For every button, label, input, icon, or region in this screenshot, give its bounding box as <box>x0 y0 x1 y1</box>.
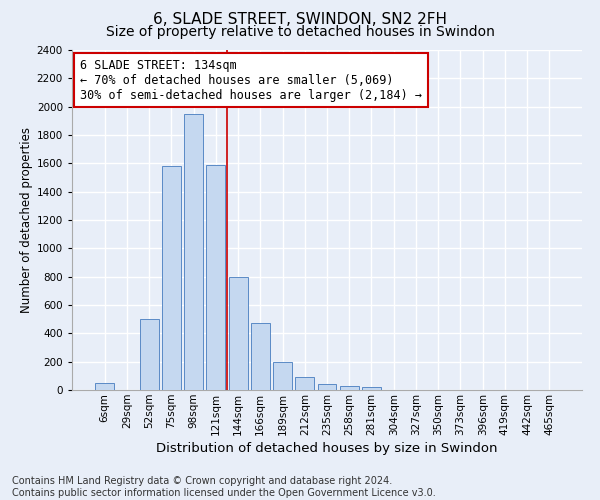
Bar <box>340 386 359 390</box>
Bar <box>229 276 248 390</box>
Bar <box>162 166 181 390</box>
Bar <box>273 362 292 390</box>
Text: 6 SLADE STREET: 134sqm
← 70% of detached houses are smaller (5,069)
30% of semi-: 6 SLADE STREET: 134sqm ← 70% of detached… <box>80 58 422 102</box>
Bar <box>95 383 114 390</box>
X-axis label: Distribution of detached houses by size in Swindon: Distribution of detached houses by size … <box>156 442 498 455</box>
Text: Size of property relative to detached houses in Swindon: Size of property relative to detached ho… <box>106 25 494 39</box>
Y-axis label: Number of detached properties: Number of detached properties <box>20 127 32 313</box>
Bar <box>184 114 203 390</box>
Bar <box>295 378 314 390</box>
Bar <box>206 165 225 390</box>
Bar <box>317 384 337 390</box>
Text: 6, SLADE STREET, SWINDON, SN2 2FH: 6, SLADE STREET, SWINDON, SN2 2FH <box>153 12 447 28</box>
Text: Contains HM Land Registry data © Crown copyright and database right 2024.
Contai: Contains HM Land Registry data © Crown c… <box>12 476 436 498</box>
Bar <box>362 387 381 390</box>
Bar <box>251 324 270 390</box>
Bar <box>140 319 158 390</box>
